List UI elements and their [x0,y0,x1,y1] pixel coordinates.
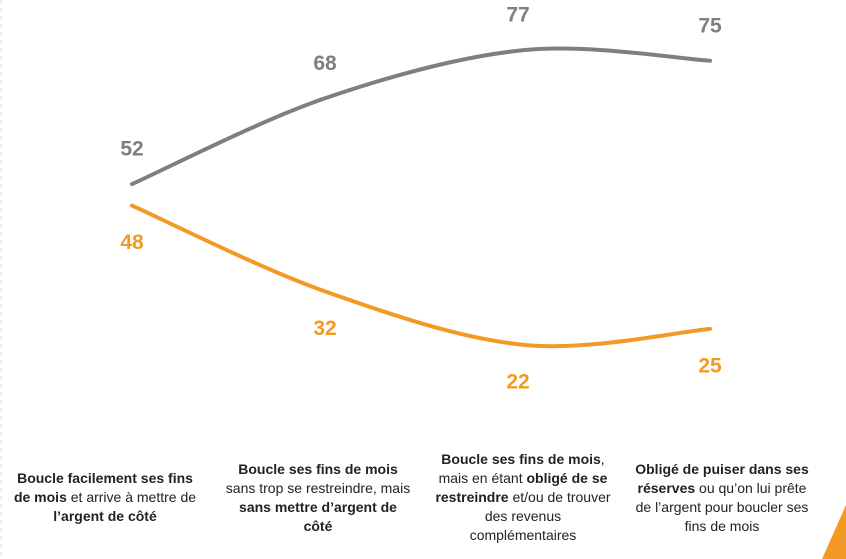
data-label: 52 [120,138,143,161]
category-part: sans mettre d’argent de côté [239,498,397,534]
data-label: 32 [313,317,336,340]
category-part: sans trop se restreindre, mais [225,479,411,496]
category-label: Boucle ses fins de mois sans trop se res… [226,440,411,555]
category-part: Boucle ses fins de mois [238,460,398,477]
category-part: et/ou de trouver des revenus complémenta… [469,489,611,543]
category-label: Boucle ses fins de mois, mais en étant o… [431,440,616,555]
category-text: Boucle ses fins de mois sans trop se res… [226,460,411,536]
category-part: obligé de se restreindre [435,470,608,505]
category-part: , mais en étant [438,451,605,486]
category-text: Boucle facilement ses fins de mois et ar… [13,469,198,526]
category-part: Boucle facilement ses fins de mois [13,470,193,505]
data-label: 75 [698,14,722,37]
data-label: 68 [313,52,337,75]
corner-decoration [822,505,846,559]
line-series [130,203,712,349]
category-part: l’argent de côté [53,508,157,524]
data-label: 77 [506,4,529,27]
data-label: 22 [506,371,529,394]
category-part: ou qu’on lui prête de l’argent pour bouc… [635,479,809,534]
data-label: 48 [120,231,144,254]
data-label: 25 [698,354,722,377]
category-part: et arrive à mettre de [66,489,197,505]
category-part: Boucle ses fins de mois [441,451,601,467]
category-label: Boucle facilement ses fins de mois et ar… [13,440,198,555]
category-label: Obligé de puiser dans ses réserves ou qu… [630,440,815,555]
category-text: Boucle ses fins de mois, mais en étant o… [431,450,616,545]
line-series [130,46,712,187]
category-part: Obligé de puiser dans ses réserves [635,460,809,496]
category-text: Obligé de puiser dans ses réserves ou qu… [630,460,815,536]
